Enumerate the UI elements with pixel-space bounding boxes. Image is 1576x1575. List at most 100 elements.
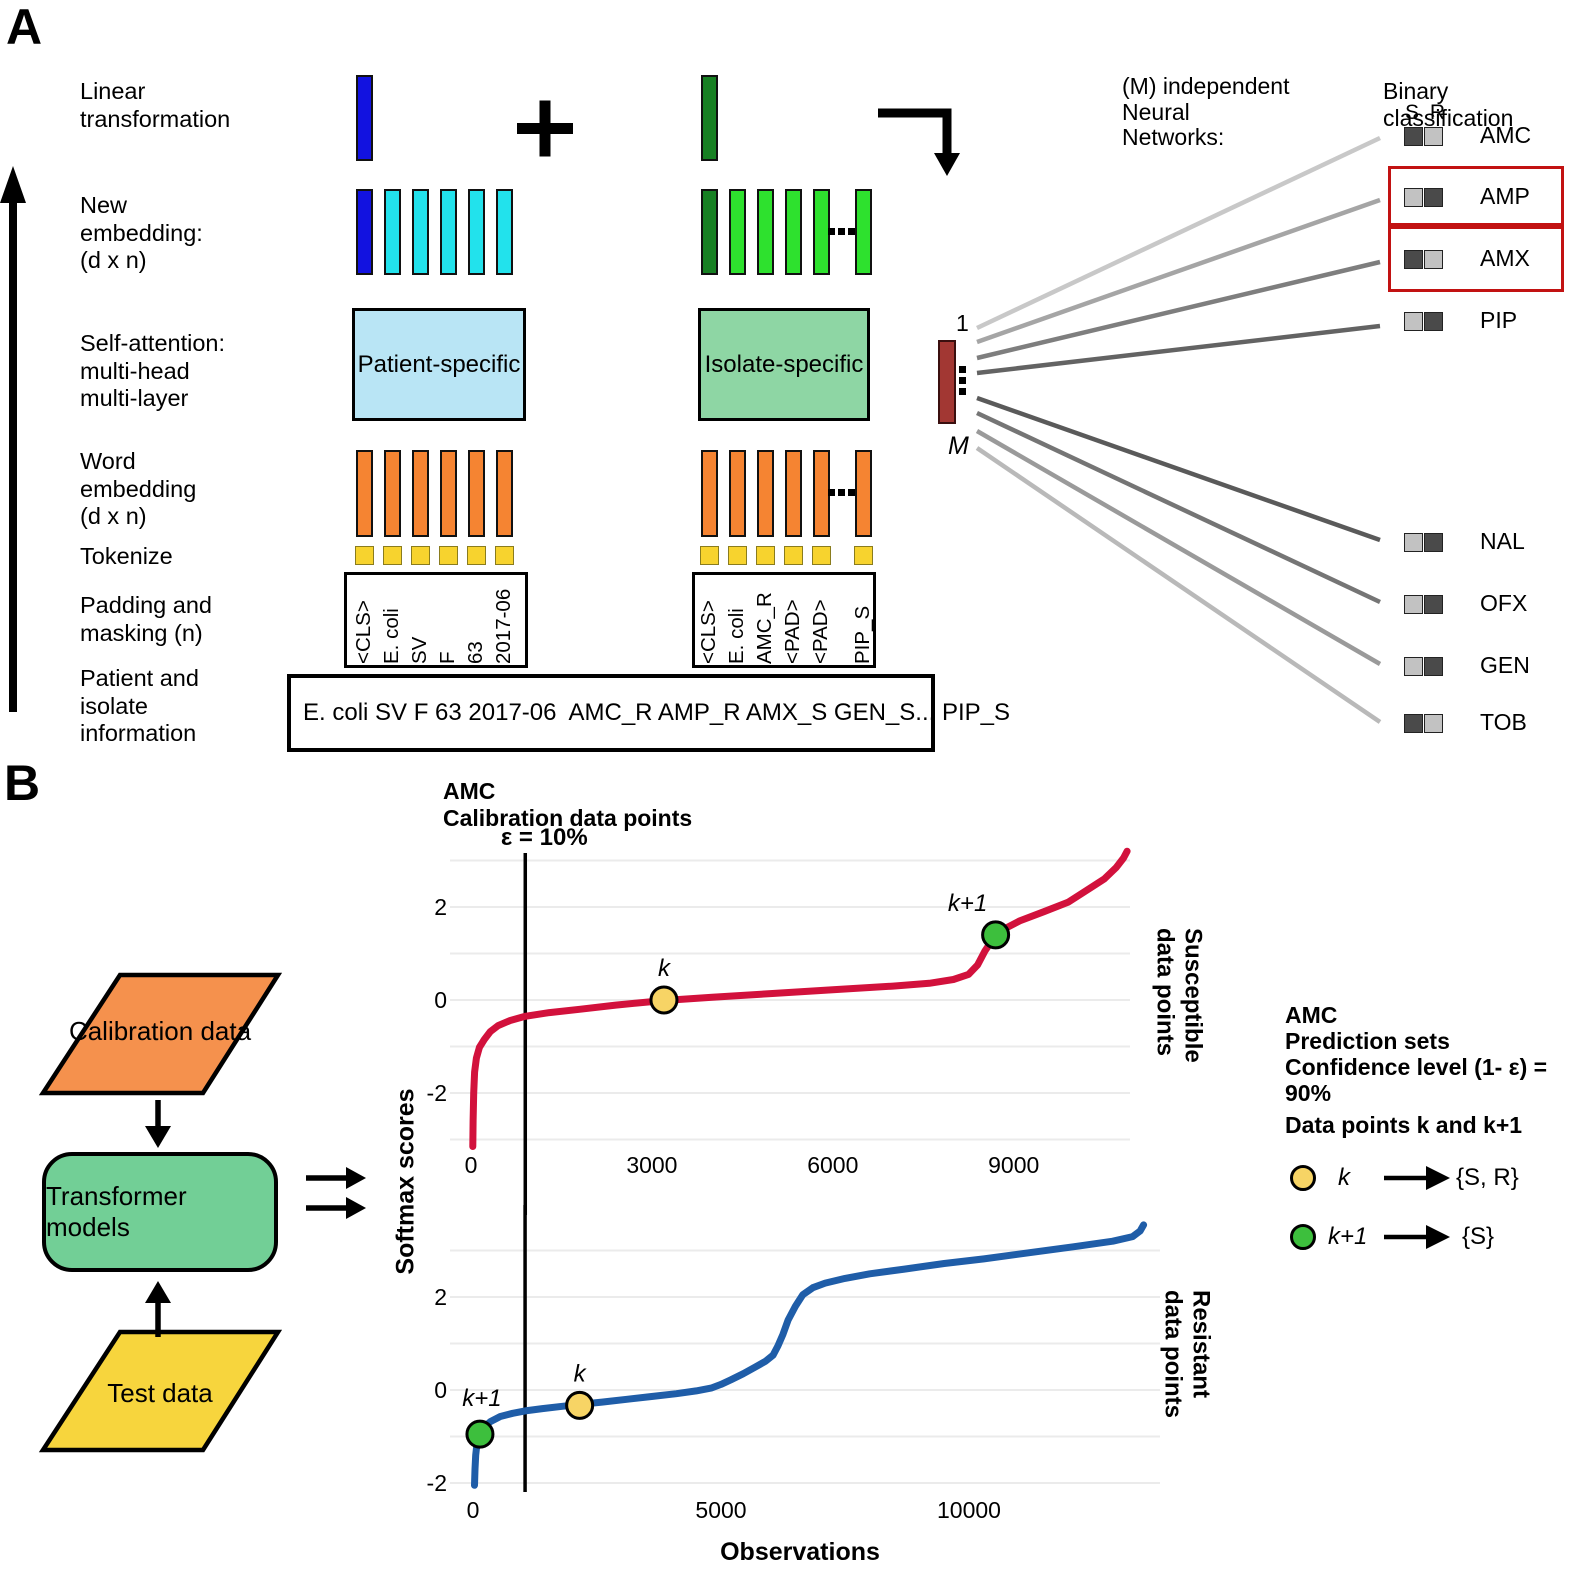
y-tick-label: 2 — [434, 1284, 447, 1310]
transformer-models-label: Transformer models — [46, 1181, 187, 1242]
ellipsis-dots — [848, 228, 855, 235]
class-label: PIP — [1480, 307, 1518, 333]
prediction-sets-heading: AMC Prediction sets Confidence level (1-… — [1285, 1002, 1548, 1106]
class-r-square — [1424, 656, 1443, 676]
patient-specific-box: Patient-specific — [352, 308, 526, 421]
tokenize-square — [756, 546, 775, 565]
amx-highlight-frame — [1388, 226, 1564, 292]
class-s-square — [1404, 187, 1423, 207]
elbow-arrow-icon — [878, 108, 960, 176]
new-embedding-bar — [785, 189, 802, 275]
x-tick-label: 5000 — [695, 1497, 746, 1523]
class-r-square — [1424, 594, 1443, 614]
word-embedding-bar — [384, 450, 401, 537]
class-s-square — [1404, 594, 1423, 614]
new-embedding-bar — [440, 189, 457, 275]
new-embedding-bar — [384, 189, 401, 275]
token-label: <PAD> — [809, 599, 832, 664]
ellipsis-dots — [828, 228, 835, 235]
flow-down-arrow-icon — [145, 1100, 171, 1148]
panel-b-label: B — [4, 755, 41, 811]
class-label: AMC — [1480, 122, 1532, 148]
network-line — [976, 395, 1381, 543]
word-embedding-bar — [496, 450, 513, 537]
y-tick-label: -2 — [427, 1080, 447, 1106]
token-label: E. coli — [380, 608, 403, 664]
class-r-square — [1424, 532, 1443, 552]
linear-transform-bar — [356, 75, 373, 161]
section-label: Tokenize — [80, 543, 173, 569]
top-chart-title: AMC Calibration data points — [443, 778, 693, 831]
class-s-square — [1404, 311, 1423, 331]
new-embedding-bar — [701, 189, 718, 275]
network-line — [976, 135, 1381, 331]
class-label: NAL — [1480, 528, 1525, 554]
class-r-square — [1424, 249, 1443, 269]
data-point-k+1 — [981, 920, 1011, 950]
legend-k-label: k — [1338, 1164, 1350, 1191]
summary-vector-bar — [938, 340, 956, 424]
x-axis-label: Observations — [720, 1538, 880, 1566]
network-line — [976, 197, 1381, 345]
tokenize-square — [411, 546, 430, 565]
up-arrow-icon — [0, 166, 26, 712]
transformer-models-box: Transformer models — [42, 1152, 278, 1272]
x-tick-label: 6000 — [807, 1152, 858, 1178]
new-embedding-bar — [729, 189, 746, 275]
data-point-label: k+1 — [462, 1385, 501, 1412]
resistant-calibration-chart: 0 5000 10000 2 0 -2 k+1 k — [427, 1205, 1160, 1523]
network-line — [976, 259, 1381, 361]
sr-header: S R — [1405, 101, 1446, 124]
new-embedding-bar — [496, 189, 513, 275]
data-point-k+1 — [465, 1419, 495, 1449]
token-label: F — [436, 651, 459, 664]
x-tick-label: 9000 — [988, 1152, 1039, 1178]
new-embedding-bar — [412, 189, 429, 275]
class-r-square — [1424, 187, 1443, 207]
network-fan-lines — [975, 135, 1382, 724]
new-embedding-bar — [468, 189, 485, 275]
legend-k1-marker — [1290, 1224, 1316, 1250]
plus-icon — [517, 100, 573, 157]
token-label: PIP_S — [851, 605, 874, 664]
susceptible-side-label: Susceptible data points — [1151, 928, 1207, 1063]
data-point-k — [565, 1390, 595, 1420]
word-embedding-bar — [785, 450, 802, 537]
y-tick-label: 0 — [434, 1377, 447, 1403]
patient-isolate-info-box: E. coli SV F 63 2017-06 AMC_R AMP_R AMX_… — [287, 674, 1010, 752]
x-tick-label: 3000 — [626, 1152, 677, 1178]
calibration-data-shape — [38, 972, 283, 1096]
class-label: GEN — [1480, 652, 1530, 678]
data-point-label: k+1 — [948, 890, 987, 917]
resistant-side-label: Resistant data points — [1159, 1290, 1215, 1419]
test-data-shape — [38, 1329, 283, 1453]
panel-a-label: A — [6, 0, 43, 55]
class-label: TOB — [1480, 709, 1527, 735]
vertical-ellipsis-dots — [959, 377, 966, 384]
data-points-subheading: Data points k and k+1 — [1285, 1112, 1523, 1138]
word-embedding-bar — [468, 450, 485, 537]
tokenize-square — [439, 546, 458, 565]
word-embedding-bar — [757, 450, 774, 537]
nn-header: (M) independent Neural Networks: — [1122, 73, 1290, 150]
class-label: AMP — [1480, 183, 1530, 209]
data-point-k — [649, 985, 679, 1015]
section-label: Linear transformation — [80, 78, 231, 132]
class-label: AMX — [1480, 245, 1530, 271]
token-label: <PAD> — [781, 599, 804, 664]
token-label: 63 — [464, 641, 487, 664]
isolate-specific-label: Isolate-specific — [704, 350, 864, 378]
token-label: AMC_R — [753, 592, 776, 664]
y-tick-label: 0 — [434, 987, 447, 1013]
legend-k-set: {S, R} — [1456, 1164, 1519, 1191]
x-tick-label: 0 — [467, 1497, 480, 1523]
class-r-square — [1424, 311, 1443, 331]
class-r-square — [1424, 126, 1443, 146]
token-label: 2017-06 — [492, 588, 515, 664]
tokenize-square — [700, 546, 719, 565]
section-label: Patient and isolate information — [80, 665, 199, 746]
tokenize-square — [854, 546, 873, 565]
class-s-square — [1404, 713, 1423, 733]
